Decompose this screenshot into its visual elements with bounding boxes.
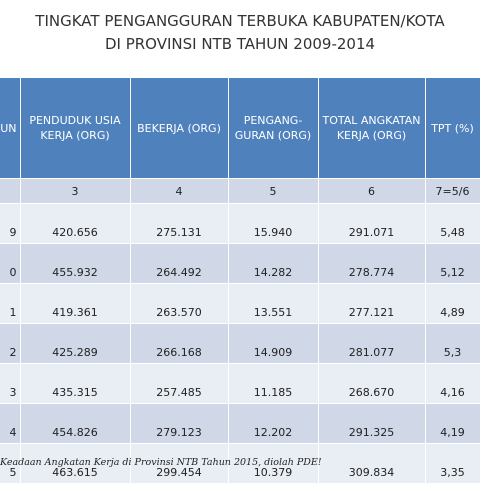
cell: TOTAL ANGKATAN KERJA (ORG) bbox=[318, 78, 426, 179]
data-row: 9 420.656 275.131 15.940 291.071 5,48 bbox=[0, 203, 480, 244]
cell: 281.077 bbox=[318, 323, 426, 364]
cell: 0 bbox=[0, 243, 21, 284]
cell: 4 bbox=[130, 178, 229, 204]
cell: 15.940 bbox=[228, 203, 319, 244]
cell: PENDUDUK USIA KERJA (ORG) bbox=[20, 78, 131, 179]
footnote: Keadaan Angkatan Kerja di Provinsi NTB T… bbox=[0, 457, 322, 468]
cell: 425.289 bbox=[20, 323, 131, 364]
cell: 4 bbox=[0, 403, 21, 444]
cell: 7=5/6 bbox=[425, 178, 480, 204]
cell: 279.123 bbox=[130, 403, 229, 444]
title-line: TINGKAT PENGANGGURAN TERBUKA KABUPATEN/K… bbox=[35, 12, 445, 30]
cell: 2 bbox=[0, 323, 21, 364]
cell: 257.485 bbox=[130, 363, 229, 404]
cell: 275.131 bbox=[130, 203, 229, 244]
cell: 5,12 bbox=[425, 243, 480, 284]
cell: 4,19 bbox=[425, 403, 480, 444]
cell: BEKERJA (ORG) bbox=[130, 78, 229, 179]
cell: 278.774 bbox=[318, 243, 426, 284]
cell: 5,3 bbox=[425, 323, 480, 364]
data-row: 2 425.289 266.168 14.909 281.077 5,3 bbox=[0, 323, 480, 364]
cell: 463.615 bbox=[20, 443, 131, 484]
cell: 299.454 bbox=[130, 443, 229, 484]
cell: 263.570 bbox=[130, 283, 229, 324]
cell: 5 bbox=[228, 178, 319, 204]
cell: 6 bbox=[318, 178, 426, 204]
cell: 3 bbox=[20, 178, 131, 204]
data-row: 4 454.826 279.123 12.202 291.325 4,19 bbox=[0, 403, 480, 444]
data-row: 5 463.615 299.454 10.379 309.834 3,35 bbox=[0, 443, 480, 484]
cell: UN bbox=[0, 78, 21, 179]
cell: 4,16 bbox=[425, 363, 480, 404]
cell: 419.361 bbox=[20, 283, 131, 324]
cell: 5 bbox=[0, 443, 21, 484]
numbering-row: 3 4 5 6 7=5/6 bbox=[0, 178, 480, 204]
cell: 291.071 bbox=[318, 203, 426, 244]
cell: 266.168 bbox=[130, 323, 229, 364]
cell: 309.834 bbox=[318, 443, 426, 484]
cell: 435.315 bbox=[20, 363, 131, 404]
cell: 264.492 bbox=[130, 243, 229, 284]
cell: 13.551 bbox=[228, 283, 319, 324]
header-row: UN PENDUDUK USIA KERJA (ORG) BEKERJA (ORG)… bbox=[0, 78, 480, 179]
cell: 291.325 bbox=[318, 403, 426, 444]
cell: 14.282 bbox=[228, 243, 319, 284]
cell: 3,35 bbox=[425, 443, 480, 484]
cell: 4,89 bbox=[425, 283, 480, 324]
cell bbox=[0, 178, 21, 204]
cell: 12.202 bbox=[228, 403, 319, 444]
cell: 14.909 bbox=[228, 323, 319, 364]
data-row: 1 419.361 263.570 13.551 277.121 4,89 bbox=[0, 283, 480, 324]
title-line: DI PROVINSI NTB TAHUN 2009-2014 bbox=[104, 35, 376, 53]
data-row: 3 435.315 257.485 11.185 268.670 4,16 bbox=[0, 363, 480, 404]
cell: TPT (%) bbox=[425, 78, 480, 179]
cell: 454.826 bbox=[20, 403, 131, 444]
cell: 9 bbox=[0, 203, 21, 244]
cell: 1 bbox=[0, 283, 21, 324]
data-table: UN PENDUDUK USIA KERJA (ORG) BEKERJA (ORG)… bbox=[0, 78, 480, 484]
cell: 455.932 bbox=[20, 243, 131, 284]
cell: 3 bbox=[0, 363, 21, 404]
cell: 277.121 bbox=[318, 283, 426, 324]
data-row: 0 455.932 264.492 14.282 278.774 5,12 bbox=[0, 243, 480, 284]
cell: PENGANG-GURAN (ORG) bbox=[228, 78, 319, 179]
cell: 420.656 bbox=[20, 203, 131, 244]
cell: 11.185 bbox=[228, 363, 319, 404]
cell: 268.670 bbox=[318, 363, 426, 404]
cell: 5,48 bbox=[425, 203, 480, 244]
